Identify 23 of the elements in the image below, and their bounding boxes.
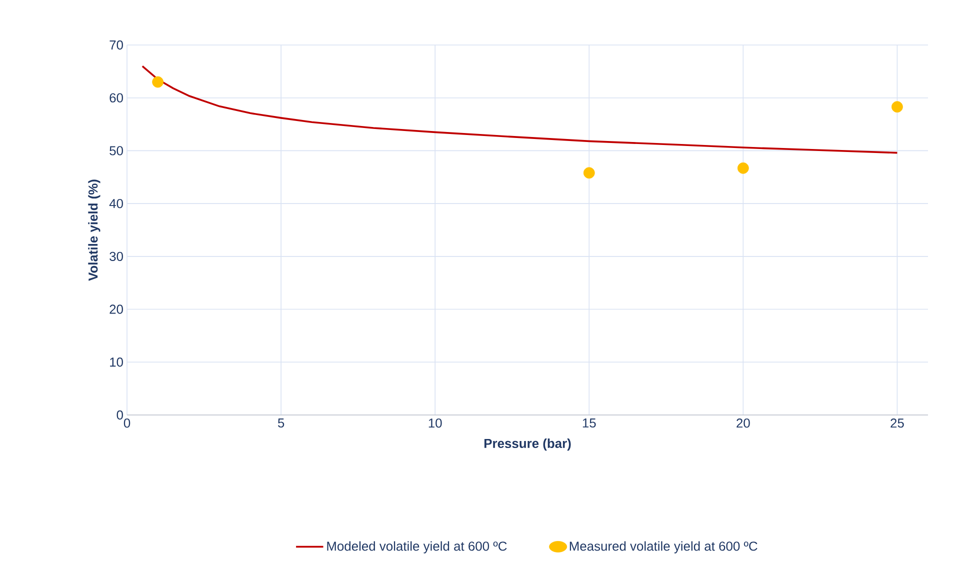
legend-label: Modeled volatile yield at 600 ºC [327,541,507,554]
line-series [142,65,898,154]
x-tick-label: 5 [278,418,284,428]
x-tick-label: 15 [582,418,596,428]
y-tick-label: 50 [110,146,123,156]
y-tick-label: 30 [110,252,123,261]
point [152,76,164,88]
y-axis-title: Volatile yield (%) [88,180,100,281]
point [892,101,903,113]
y-tick-label: 70 [110,40,123,50]
y-tick-label: 10 [110,358,123,367]
x-tick-label: 10 [428,418,442,428]
y-tick-label: 20 [110,304,123,314]
x-tick-label: 0 [124,418,130,428]
point [583,167,595,179]
y-tick-label: 0 [116,410,123,420]
x-tick-label: 25 [890,418,904,428]
x-tick-label: 20 [736,418,750,428]
point [737,162,749,174]
y-tick-label: 60 [110,93,123,102]
y-tick-label: 40 [109,198,123,208]
x-axis-title: Pressure (bar) [484,438,571,451]
legend-label: Measured volatile yield at 600 ºC [570,541,758,554]
